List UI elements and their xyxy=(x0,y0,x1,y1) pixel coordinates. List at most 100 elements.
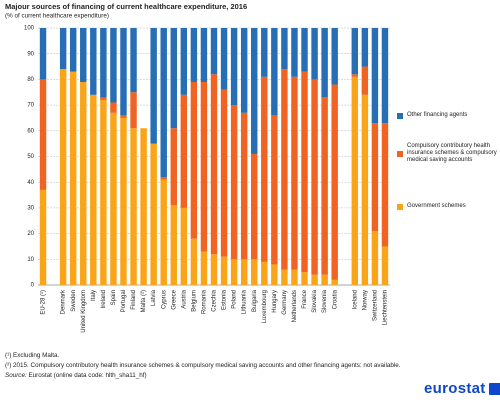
x-tick-label: United Kingdom xyxy=(81,290,87,333)
x-tick-label: Hungary xyxy=(272,290,278,313)
x-tick-label: Cyprus xyxy=(161,290,167,309)
bar-segment xyxy=(180,28,188,95)
y-tick-label: 80 xyxy=(27,77,34,83)
bar-segment xyxy=(210,28,218,75)
bar-segment xyxy=(120,117,127,285)
legend-item: Compulsory contributory health insurance… xyxy=(397,143,497,164)
y-tick-label: 20 xyxy=(27,231,34,237)
x-tick-label: Luxembourg xyxy=(262,290,268,323)
x-tick-label: Slovenia xyxy=(322,289,328,313)
x-tick-label: Iceland xyxy=(352,290,358,309)
bar-segment xyxy=(180,94,188,208)
bar-segment xyxy=(230,259,238,285)
bar-segment xyxy=(150,28,157,144)
bar-segment xyxy=(170,205,177,285)
bar-segment xyxy=(271,115,278,265)
logo: eurostat xyxy=(424,380,500,397)
bar-segment xyxy=(180,207,188,285)
bar-segment xyxy=(160,179,167,285)
bar-segment xyxy=(291,28,298,77)
bar-segment xyxy=(200,81,208,252)
bar-segment xyxy=(351,76,359,285)
chart-title: Majour sources of financing of current h… xyxy=(5,2,247,11)
note: (¹) Excluding Malta. xyxy=(5,352,60,359)
legend-item: Government schemes xyxy=(397,203,497,210)
bar-segment xyxy=(170,28,177,129)
bar-segment xyxy=(321,274,328,285)
bar-segment xyxy=(160,28,167,178)
bar-segment xyxy=(281,69,288,270)
bar-segment xyxy=(331,84,338,280)
bar-segment xyxy=(130,92,137,129)
x-tick-label: France xyxy=(302,289,308,308)
x-tick-label: EU-28 (¹) xyxy=(41,290,47,315)
bar-segment xyxy=(90,28,97,95)
bar-segment xyxy=(291,76,298,270)
source-label: Source: xyxy=(5,372,27,379)
x-tick-label: Croatia xyxy=(332,289,338,309)
y-tick-label: 100 xyxy=(24,26,35,32)
bar-segment xyxy=(361,94,369,285)
y-tick-label: 50 xyxy=(27,154,34,160)
bar-segment xyxy=(39,79,47,190)
logo-text: eurostat xyxy=(424,380,486,397)
bar-segment xyxy=(301,71,308,273)
bar-segment xyxy=(80,81,87,285)
bar-segment xyxy=(311,274,318,285)
x-tick-label: Bulgaria xyxy=(252,289,258,312)
logo-flag xyxy=(488,382,500,395)
bar-segment xyxy=(381,123,389,247)
legend-label: Other financing agents xyxy=(407,112,468,118)
x-tick-label: Poland xyxy=(232,290,238,309)
bar-segment xyxy=(130,28,137,93)
bar-segment xyxy=(240,259,248,285)
bar-segment xyxy=(251,153,258,260)
x-tick-label: Sweden xyxy=(71,290,77,312)
x-tick-label: Slovakia xyxy=(312,289,318,312)
x-tick-label: Finland xyxy=(131,290,137,310)
bar-segment xyxy=(39,189,47,285)
x-tick-label: Denmark xyxy=(61,289,67,314)
legend-swatch xyxy=(397,112,403,119)
note: (²) 2015. Compulsory contributory health… xyxy=(5,362,401,369)
legend-item: Other financing agents xyxy=(397,112,497,119)
bar-segment xyxy=(210,74,218,255)
bar-segment xyxy=(271,28,278,116)
bar-segment xyxy=(100,28,107,98)
bar-segment xyxy=(261,28,268,77)
bar-segment xyxy=(130,128,137,285)
legend-swatch xyxy=(397,203,403,210)
bar-segment xyxy=(120,115,127,118)
x-tick-label: Spain xyxy=(111,290,117,305)
bar-segment xyxy=(301,272,308,285)
bar-segment xyxy=(271,264,278,285)
x-tick-label: Ireland xyxy=(101,290,107,308)
x-tick-label: Austria xyxy=(181,289,187,308)
bar-segment xyxy=(311,28,318,80)
bar-segment xyxy=(190,238,198,285)
x-tick-label: Norway xyxy=(362,290,368,310)
bar-segment xyxy=(321,97,328,275)
bar-segment xyxy=(351,74,359,77)
bar-segment xyxy=(261,261,268,285)
legend-label: Government schemes xyxy=(407,203,466,209)
bar-segment xyxy=(240,28,248,113)
bar-segment xyxy=(160,177,167,180)
y-tick-label: 10 xyxy=(27,257,34,263)
bar-segment xyxy=(100,99,107,286)
bar-segment xyxy=(371,123,379,232)
bar-segment xyxy=(371,231,379,285)
bar-segment xyxy=(230,28,238,106)
y-tick-label: 90 xyxy=(27,51,34,57)
bar-segment xyxy=(59,28,67,70)
bar-segment xyxy=(301,28,308,72)
bar-segment xyxy=(110,102,117,113)
bar-segment xyxy=(361,28,369,67)
bar-segment xyxy=(190,81,198,239)
bar-segment xyxy=(281,269,288,285)
bar-segment xyxy=(140,128,147,285)
bar-segment xyxy=(331,279,338,285)
bar-segment xyxy=(69,71,77,285)
